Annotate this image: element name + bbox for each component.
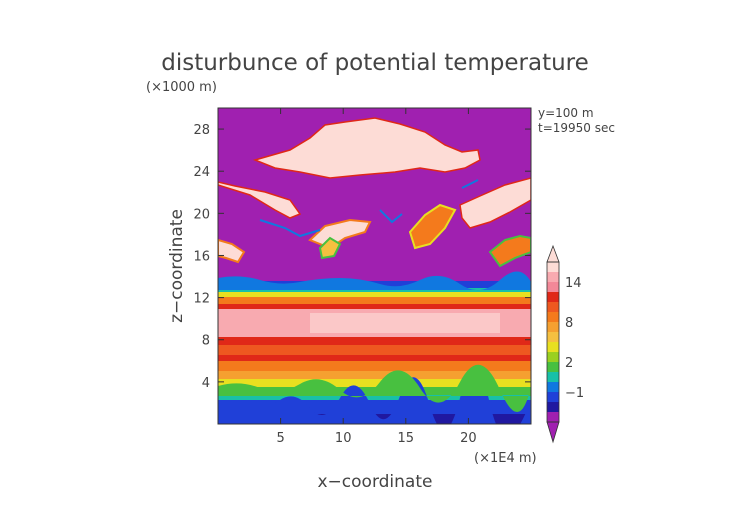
- layer-red-orange: [218, 345, 531, 355]
- colorbar-segment: [547, 312, 559, 323]
- x-tick-label: 20: [460, 431, 477, 446]
- layer-light-pink: [310, 313, 500, 333]
- colorbar-frame: [546, 261, 560, 423]
- chart-title: disturbunce of potential temperature: [161, 50, 589, 76]
- left-arc: [218, 238, 246, 264]
- colorbar-top-arrow: [546, 244, 560, 263]
- colorbar-segment: [547, 292, 559, 303]
- colorbar-segment: [547, 362, 559, 373]
- annotation-t: t=19950 sec: [538, 121, 615, 135]
- x-unit-label: (×1E4 m): [474, 451, 537, 466]
- x-tick-label: 5: [276, 431, 284, 446]
- y-tick-label: 12: [193, 292, 210, 307]
- x-tick-label: 15: [398, 431, 415, 446]
- layer-yellow: [218, 379, 531, 387]
- plot-frame: [217, 107, 532, 425]
- layer-light-orange: [218, 371, 531, 379]
- axes: 5 10 15 20 4 8 12 16 20 24 28: [193, 108, 531, 446]
- colorbar-segment: [547, 392, 559, 403]
- layer-transition-orange: [218, 297, 531, 304]
- colorbar-segment: [547, 352, 559, 363]
- upper-patch-left: [218, 181, 302, 219]
- layer-transition-yellow: [218, 292, 531, 297]
- colorbar-segment: [547, 262, 559, 273]
- mid-patch-3: [318, 236, 342, 260]
- wave-green: [218, 364, 531, 413]
- colorbar-label: −1: [565, 386, 584, 401]
- colorbar-segment: [547, 302, 559, 313]
- colorbar-segment: [547, 412, 559, 423]
- colorbar-segment: [547, 332, 559, 343]
- mid-patch-2: [408, 203, 457, 250]
- colorbar-label: 2: [565, 356, 573, 371]
- colorbar-segment: [547, 322, 559, 333]
- annotation-y: y=100 m: [538, 106, 594, 120]
- colorbar-segment: [547, 272, 559, 283]
- colorbar-bottom-arrow: [546, 421, 560, 444]
- colorbar-segment: [547, 282, 559, 293]
- y-tick-label: 20: [193, 207, 210, 222]
- y-tick-label: 16: [193, 249, 210, 264]
- wave-blue-top: [218, 271, 531, 291]
- layer-cyan: [218, 395, 531, 400]
- y-tick-label: 28: [193, 123, 210, 138]
- mid-cloud-blue: [259, 179, 479, 238]
- layer-orange: [218, 361, 531, 371]
- colorbar-segment: [547, 342, 559, 353]
- heatmap-field: [218, 108, 531, 424]
- x-tick-label: 10: [335, 431, 352, 446]
- colorbar: 14 8 2 −1: [546, 244, 584, 444]
- wave-blue-bottom: [218, 369, 531, 424]
- layer-transition-red: [218, 304, 531, 309]
- colorbar-segment: [547, 402, 559, 413]
- upper-patch-right: [459, 177, 531, 229]
- upper-patch-center: [252, 117, 481, 179]
- colorbar-segment: [547, 372, 559, 383]
- right-arc: [488, 234, 531, 268]
- y-tick-label: 4: [202, 376, 210, 391]
- colorbar-segment: [547, 382, 559, 393]
- y-tick-label: 8: [202, 334, 210, 349]
- x-axis-label: x−coordinate: [318, 472, 433, 492]
- colorbar-label: 8: [565, 316, 573, 331]
- y-tick-label: 24: [193, 165, 210, 180]
- colorbar-label: 14: [565, 276, 582, 291]
- y-axis-label: z−coordinate: [167, 209, 187, 323]
- z-unit-label: (×1000 m): [146, 80, 217, 95]
